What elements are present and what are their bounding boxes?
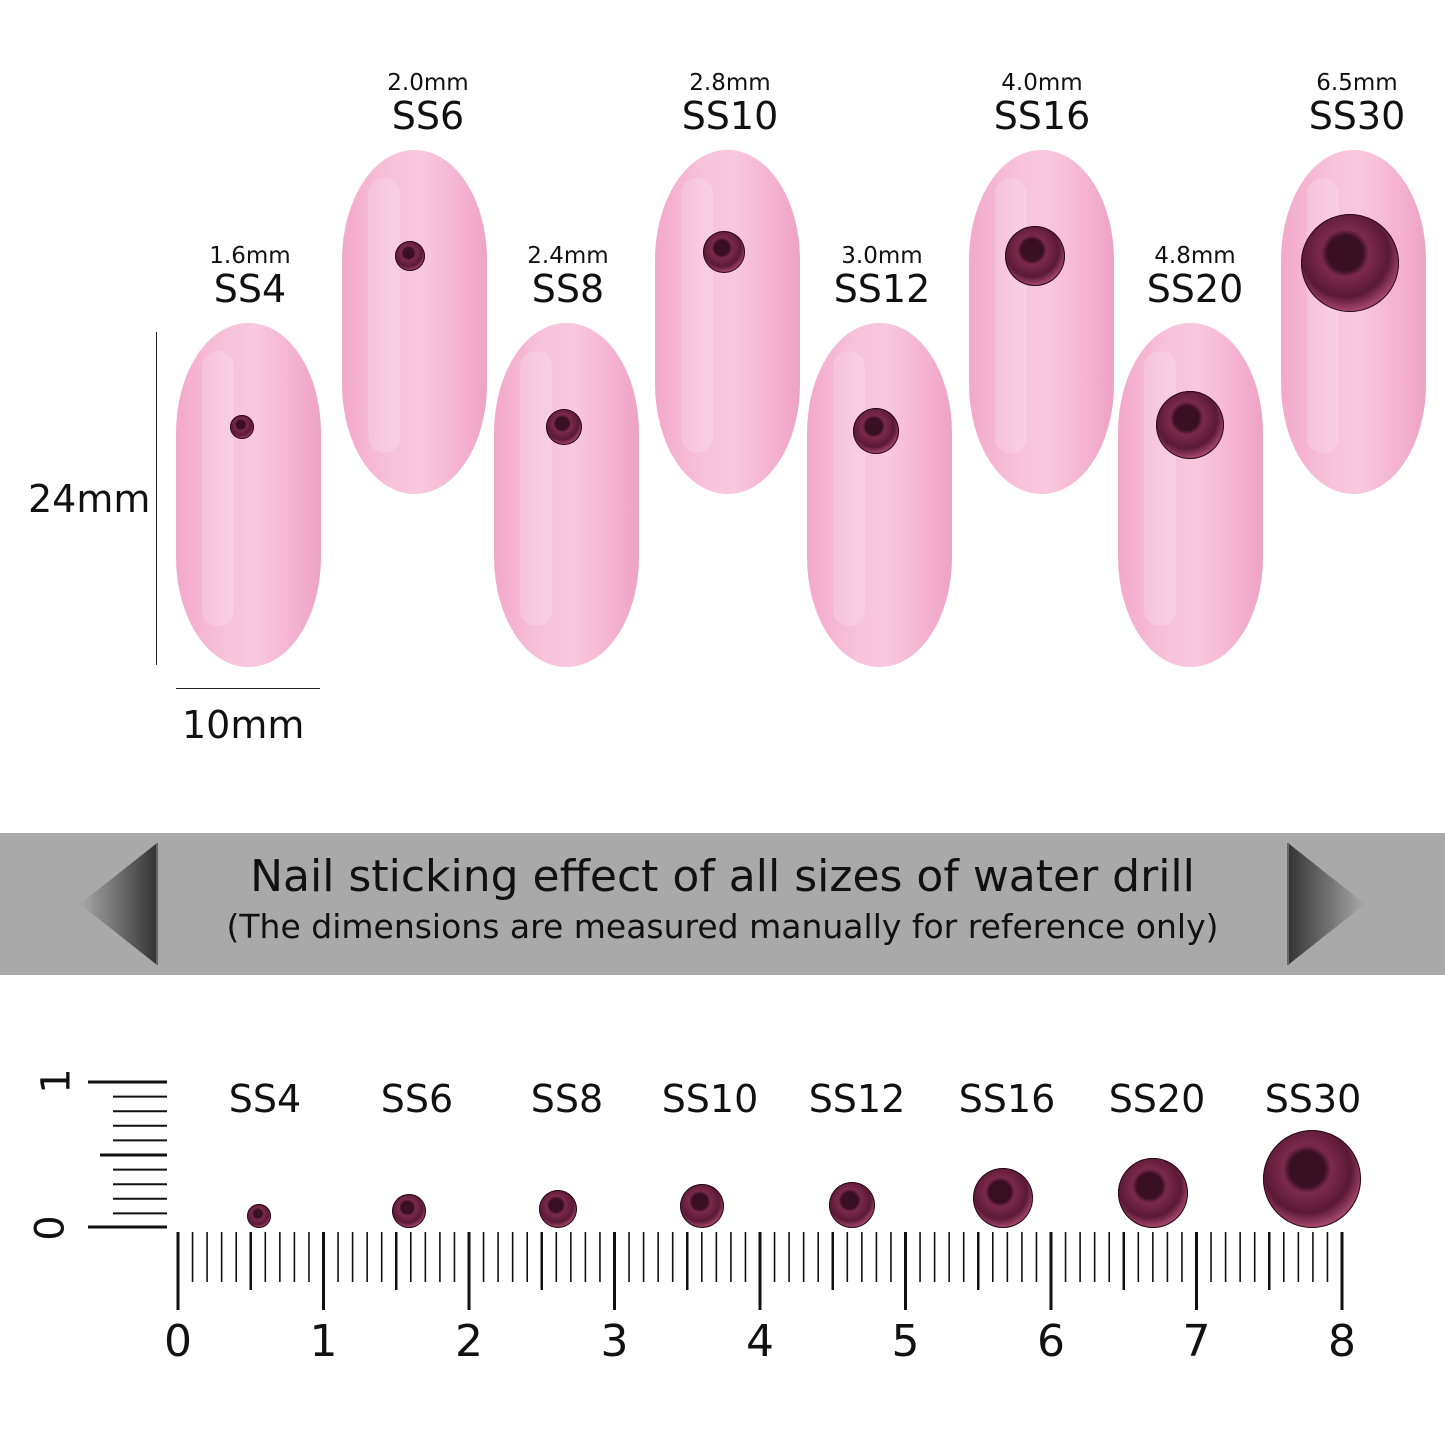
ruler-rhinestone-gem bbox=[1118, 1158, 1188, 1228]
nail bbox=[807, 323, 952, 667]
size-code-label: SS4 bbox=[213, 267, 287, 311]
rhinestone-gem bbox=[1156, 391, 1224, 459]
vertical-ruler-number: 0 bbox=[27, 1215, 74, 1241]
right-arrow-icon bbox=[1288, 843, 1365, 965]
ruler-size-label: SS4 bbox=[228, 1077, 302, 1121]
ruler-rhinestone-gem bbox=[829, 1182, 875, 1228]
vertical-ruler-number: 1 bbox=[33, 1068, 80, 1094]
size-code-label: SS6 bbox=[391, 94, 465, 138]
rhinestone-gem bbox=[395, 241, 425, 271]
nail bbox=[1281, 150, 1426, 494]
height-measure-line bbox=[156, 332, 157, 665]
size-code-label: SS30 bbox=[1308, 94, 1406, 138]
height-measure-label: 24mm bbox=[28, 477, 151, 521]
ruler-size-label: SS6 bbox=[380, 1077, 454, 1121]
size-code-label: SS12 bbox=[833, 267, 931, 311]
rhinestone-gem bbox=[703, 231, 745, 273]
ruler-number: 2 bbox=[455, 1316, 483, 1367]
ruler-number: 1 bbox=[309, 1316, 338, 1367]
ruler-number: 8 bbox=[1328, 1316, 1356, 1367]
ruler-number: 5 bbox=[891, 1316, 920, 1367]
ruler-number: 7 bbox=[1182, 1316, 1211, 1367]
size-code-label: SS20 bbox=[1146, 267, 1244, 311]
size-code-label: SS10 bbox=[681, 94, 779, 138]
ruler-number: 6 bbox=[1037, 1316, 1065, 1367]
banner-title: Nail sticking effect of all sizes of wat… bbox=[250, 851, 1195, 902]
size-mm-label: 2.8mm bbox=[689, 70, 771, 96]
size-code-label: SS16 bbox=[993, 94, 1091, 138]
ruler-number: 4 bbox=[746, 1316, 774, 1367]
banner-subtitle: (The dimensions are measured manually fo… bbox=[226, 907, 1219, 946]
size-mm-label: 4.8mm bbox=[1154, 243, 1236, 269]
ruler-size-label: SS10 bbox=[661, 1077, 759, 1121]
nail bbox=[655, 150, 800, 494]
nail bbox=[176, 323, 321, 667]
size-code-label: SS8 bbox=[531, 267, 605, 311]
size-mm-label: 1.6mm bbox=[209, 243, 291, 269]
ruler-rhinestone-gem bbox=[973, 1168, 1033, 1228]
ruler-number: 0 bbox=[164, 1316, 192, 1367]
ruler-rhinestone-gem bbox=[680, 1184, 724, 1228]
width-measure-label: 10mm bbox=[182, 703, 305, 747]
ruler-size-label: SS12 bbox=[808, 1077, 906, 1121]
ruler-rhinestone-gem bbox=[392, 1194, 426, 1228]
width-measure-line bbox=[176, 688, 320, 689]
rhinestone-gem bbox=[1005, 226, 1065, 286]
ruler-rhinestone-gem bbox=[539, 1190, 577, 1228]
rhinestone-gem bbox=[546, 409, 582, 445]
ruler-size-label: SS20 bbox=[1108, 1077, 1206, 1121]
rhinestone-gem bbox=[853, 408, 899, 454]
info-banner: Nail sticking effect of all sizes of wat… bbox=[0, 833, 1445, 975]
ruler-size-label: SS30 bbox=[1264, 1077, 1362, 1121]
size-mm-label: 6.5mm bbox=[1316, 70, 1398, 96]
rhinestone-gem bbox=[230, 415, 254, 439]
size-mm-label: 2.0mm bbox=[387, 70, 469, 96]
nail bbox=[969, 150, 1114, 494]
banner-arrows bbox=[80, 843, 1365, 965]
ruler-rhinestone-gem bbox=[247, 1204, 271, 1228]
rhinestone-gem bbox=[1301, 214, 1399, 312]
nail bbox=[494, 323, 639, 667]
ruler-rhinestone-gem bbox=[1263, 1130, 1361, 1228]
size-mm-label: 4.0mm bbox=[1001, 70, 1083, 96]
ruler-size-label: SS16 bbox=[958, 1077, 1056, 1121]
size-mm-label: 2.4mm bbox=[527, 243, 609, 269]
size-mm-label: 3.0mm bbox=[841, 243, 923, 269]
nail bbox=[1118, 323, 1263, 667]
left-arrow-icon bbox=[80, 843, 157, 965]
nail bbox=[342, 150, 487, 494]
ruler-size-label: SS8 bbox=[530, 1077, 604, 1121]
ruler-number: 3 bbox=[600, 1316, 629, 1367]
